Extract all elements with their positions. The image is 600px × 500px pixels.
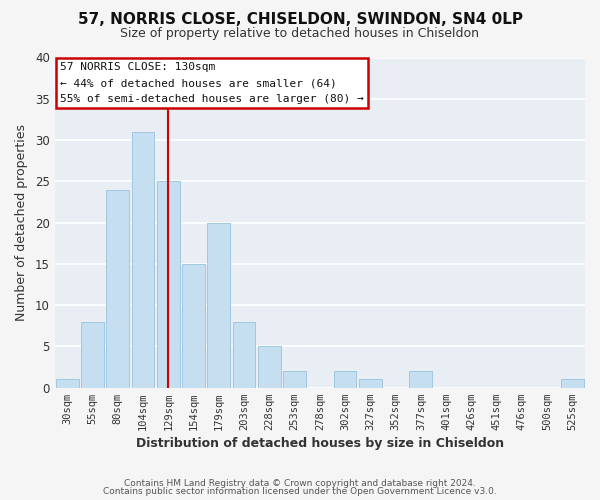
Bar xyxy=(132,132,154,388)
Bar xyxy=(258,346,281,388)
Bar xyxy=(409,371,432,388)
Y-axis label: Number of detached properties: Number of detached properties xyxy=(15,124,28,321)
Bar xyxy=(182,264,205,388)
Bar xyxy=(334,371,356,388)
X-axis label: Distribution of detached houses by size in Chiseldon: Distribution of detached houses by size … xyxy=(136,437,504,450)
Bar xyxy=(81,322,104,388)
Text: Contains HM Land Registry data © Crown copyright and database right 2024.: Contains HM Land Registry data © Crown c… xyxy=(124,478,476,488)
Text: 57 NORRIS CLOSE: 130sqm
← 44% of detached houses are smaller (64)
55% of semi-de: 57 NORRIS CLOSE: 130sqm ← 44% of detache… xyxy=(60,62,364,104)
Bar xyxy=(56,380,79,388)
Bar xyxy=(106,190,129,388)
Text: 57, NORRIS CLOSE, CHISELDON, SWINDON, SN4 0LP: 57, NORRIS CLOSE, CHISELDON, SWINDON, SN… xyxy=(77,12,523,28)
Bar xyxy=(561,380,584,388)
Bar xyxy=(359,380,382,388)
Text: Size of property relative to detached houses in Chiseldon: Size of property relative to detached ho… xyxy=(121,28,479,40)
Bar xyxy=(233,322,256,388)
Bar xyxy=(157,182,179,388)
Bar xyxy=(208,222,230,388)
Bar xyxy=(283,371,306,388)
Text: Contains public sector information licensed under the Open Government Licence v3: Contains public sector information licen… xyxy=(103,487,497,496)
